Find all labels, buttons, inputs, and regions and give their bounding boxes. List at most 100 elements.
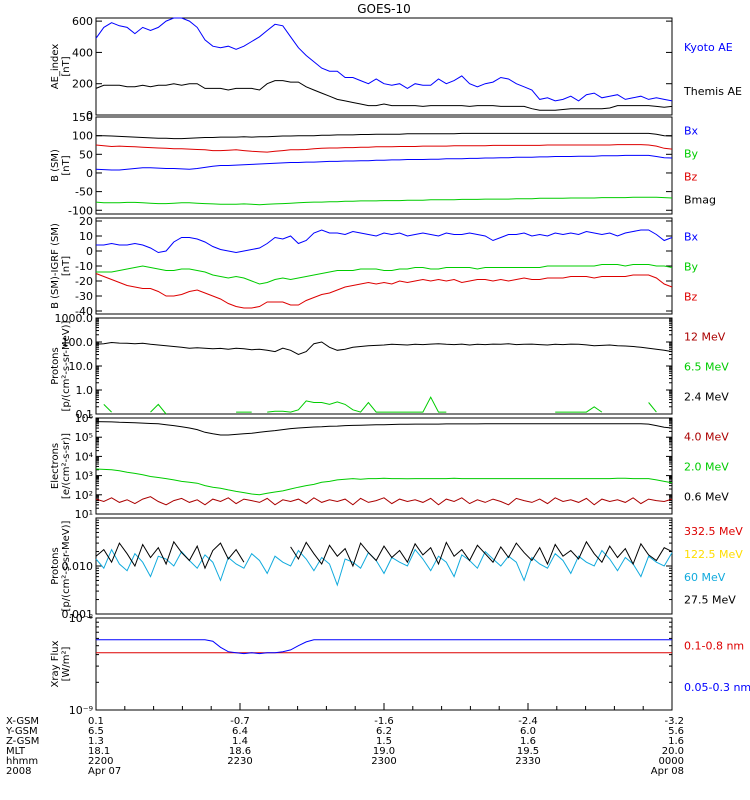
- legend-122-5-mev: 122.5 MeV: [684, 548, 743, 561]
- legend-0-05-0-3-nm: 0.05-0.3 nm: [684, 681, 750, 694]
- legend-bmag: Bmag: [684, 194, 716, 207]
- series-line-by: [95, 196, 673, 206]
- x-tick-value: 6.0: [520, 726, 536, 737]
- y-tick-label: 0.010: [62, 560, 94, 573]
- y-tick-label: 600: [72, 15, 93, 28]
- x-tick-value: 19.0: [373, 746, 395, 757]
- y-tick-label: -20: [75, 275, 93, 288]
- y-tick-label: 0: [86, 109, 93, 122]
- x-tick-value: Apr 07: [88, 766, 121, 777]
- y-tick-label: 10: [79, 230, 93, 243]
- x-row-label: X-GSM: [6, 716, 39, 727]
- panel-ae: 0 200 400 600 AE_index[nT] Kyoto AE Themis AE: [50, 15, 742, 122]
- series-line-bz: [95, 273, 673, 309]
- y-tick-label: 0: [86, 167, 93, 180]
- legend-12-mev: 12 MeV: [684, 331, 726, 344]
- y-axis-label: Protons[p/(cm²-s-sr-MeV)]: [50, 320, 72, 411]
- series-line-bz: [95, 144, 673, 153]
- legend-bx: Bx: [684, 124, 699, 137]
- x-row-label: hhmm: [6, 756, 38, 767]
- y-tick-label: 10⁵: [75, 431, 93, 444]
- panel-bsm: -100 -50 0 50 100 150 B (SM)[nT] Bx By Bz Bmag: [50, 111, 716, 217]
- y-tick-label: 400: [72, 46, 93, 59]
- y-tick-label: -40: [75, 305, 93, 318]
- x-tick-value: 5.6: [668, 726, 684, 737]
- x-tick-value: -3.2: [664, 716, 684, 727]
- panel-frame: [95, 417, 673, 515]
- x-tick-value: -1.6: [374, 716, 394, 727]
- panel-protons_low: 0.1 1.0 10.0 100.0 1000.0Protons[p/(cm²-s-sr…: [50, 312, 729, 421]
- legend-themis-ae: Themis AE: [683, 85, 742, 98]
- x-tick-value: 1.4: [232, 736, 248, 747]
- series-line-bmag: [96, 132, 673, 140]
- y-tick-label: 0: [86, 245, 93, 258]
- legend-60-mev: 60 MeV: [684, 571, 726, 584]
- y-axis-label: B (SM)[nT]: [50, 149, 72, 182]
- x-tick-value: 1.5: [376, 736, 392, 747]
- x-tick-value: 2330: [515, 756, 540, 767]
- x-tick-value: 1.6: [520, 736, 536, 747]
- series-line-themis-ae: [95, 80, 673, 111]
- x-tick-value: 6.5: [88, 726, 104, 737]
- y-tick-label: 1000.0: [55, 312, 94, 325]
- y-axis-label: B (SM)-IGRF (SM)[nT]: [50, 223, 72, 309]
- y-tick-label: 50: [79, 148, 93, 161]
- legend-2-4-mev: 2.4 MeV: [684, 391, 729, 404]
- y-tick-label: -100: [68, 204, 93, 217]
- x-tick-value: 20.0: [662, 746, 684, 757]
- y-tick-label: 0.1: [76, 408, 94, 421]
- x-tick-value: -2.4: [518, 716, 538, 727]
- y-axis-label: Xray Flux[W/m²]: [50, 640, 72, 687]
- panel-bdiff: -40 -30 -20 -10 0 10 20 B (SM)-IGRF (SM)[nT] Bx B…: [50, 215, 699, 318]
- chart-title: GOES-10: [357, 2, 411, 16]
- legend-by: By: [684, 147, 699, 160]
- y-tick-label: 10⁶: [75, 412, 94, 425]
- legend-27-5-mev: 27.5 MeV: [684, 594, 736, 607]
- legend-bz: Bz: [684, 291, 698, 304]
- x-tick-value: 0.1: [88, 716, 104, 727]
- y-axis-label: Protons[p/(cm²-s-sr-MeV)]: [50, 520, 72, 611]
- series-line-27-5-mev: [95, 540, 673, 570]
- x-row-label: Z-GSM: [6, 736, 39, 747]
- x-tick-value: 6.2: [376, 726, 392, 737]
- y-tick-label: 20: [79, 215, 93, 228]
- series-line-0-05-0-3-nm: [96, 639, 672, 655]
- series-line-bx: [95, 154, 673, 171]
- panel-xray: 10⁻⁹ 10⁻⁸ Xray Flux[W/m²] 0.1-0.8 nm 0.05-0.…: [50, 612, 750, 717]
- y-tick-label: 0.001: [62, 608, 94, 621]
- x-tick-value: 19.5: [517, 746, 539, 757]
- x-tick-value: 2200: [88, 756, 113, 767]
- series-line-2-4-mev: [95, 341, 673, 356]
- panel-frame: [95, 17, 673, 116]
- y-tick-label: 100.0: [62, 336, 94, 349]
- x-tick-value: 0000: [659, 756, 684, 767]
- series-line-2-0-mev: [95, 468, 673, 496]
- y-tick-label: -10: [75, 260, 93, 273]
- series-line-60-mev: [95, 548, 673, 587]
- panel-frame: [95, 116, 673, 215]
- legend-by: By: [684, 261, 699, 274]
- series-line-4-0-mev: [95, 496, 673, 506]
- y-tick-label: 1.0: [76, 384, 94, 397]
- x-axis-annotation: X-GSMY-GSMZ-GSMMLThhmm20080.16.51.318.12…: [5, 703, 684, 777]
- x-tick-value: -0.7: [230, 716, 250, 727]
- series-line-6-5-mev: [103, 396, 657, 415]
- legend-bz: Bz: [684, 171, 698, 184]
- y-tick-label: 10.0: [69, 360, 94, 373]
- series-line-kyoto-ae: [95, 17, 673, 102]
- x-tick-value: 1.3: [88, 736, 104, 747]
- y-tick-label: 10⁻⁹: [69, 704, 93, 717]
- x-row-label: MLT: [6, 746, 26, 757]
- x-tick-value: Apr 08: [651, 766, 684, 777]
- x-tick-value: 18.1: [88, 746, 110, 757]
- y-tick-label: 10⁻⁸: [69, 612, 94, 625]
- series-line-0-6-mev: [95, 421, 673, 436]
- legend-2-0-mev: 2.0 MeV: [684, 461, 729, 474]
- x-row-label: 2008: [6, 766, 31, 777]
- x-tick-value: 18.6: [229, 746, 251, 757]
- panel-frame: [95, 517, 673, 615]
- panel-frame: [95, 317, 673, 415]
